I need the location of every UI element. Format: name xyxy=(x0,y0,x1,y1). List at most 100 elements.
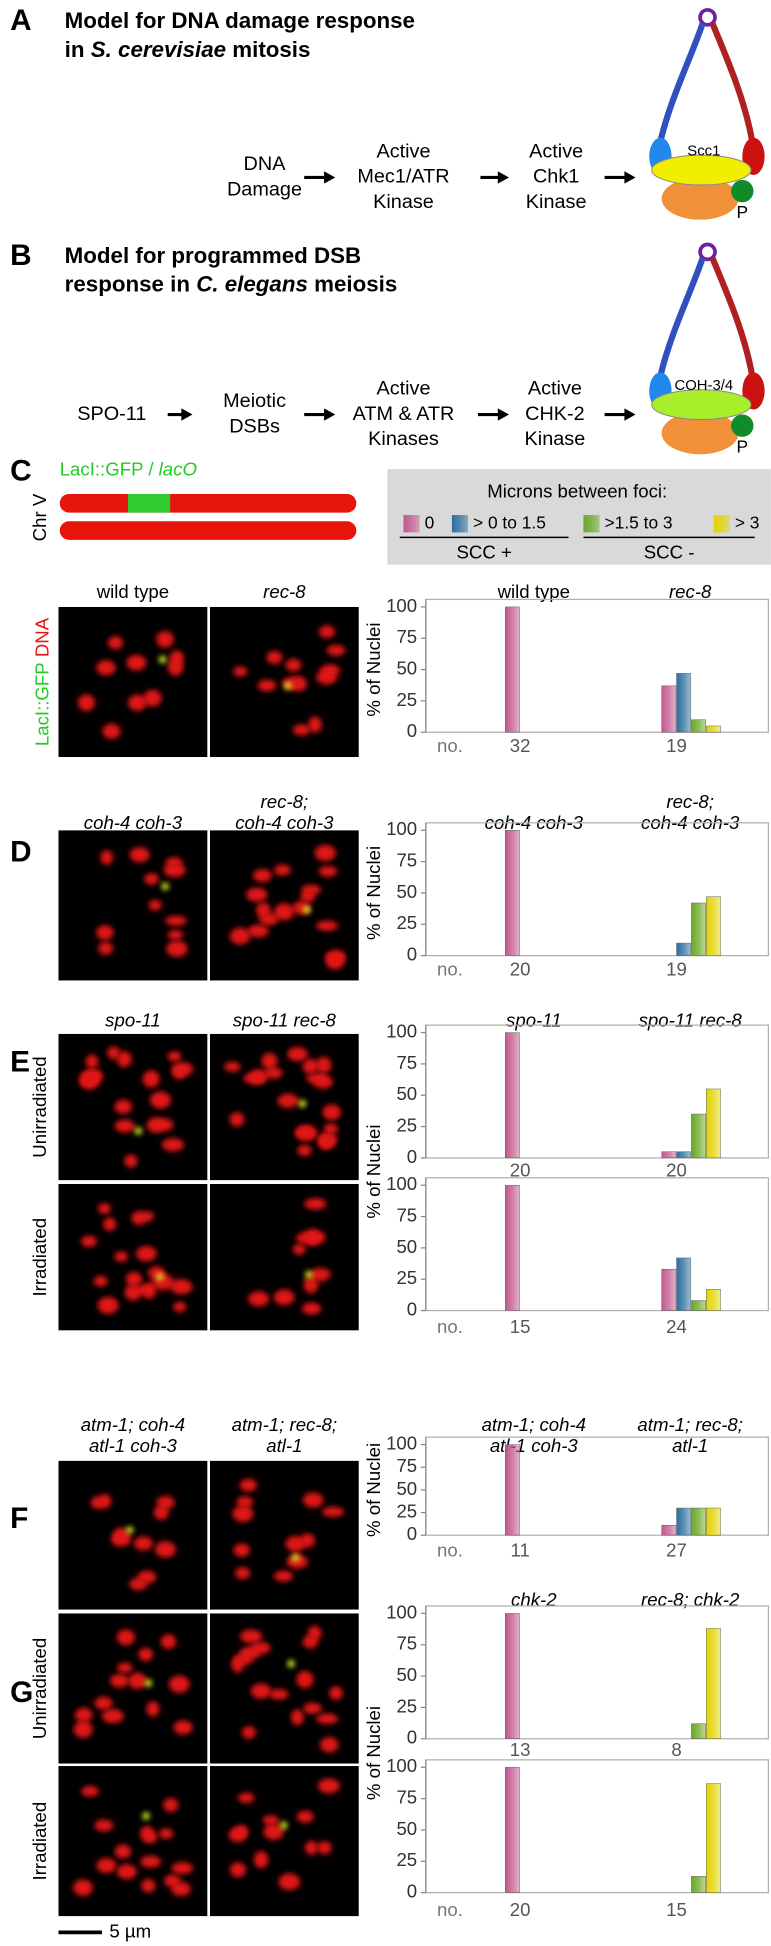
step-label: DSBs xyxy=(229,415,280,437)
category-label: atl-1 xyxy=(672,1435,708,1456)
nucleus xyxy=(250,1683,272,1699)
image-label: rec-8; chk-2 xyxy=(235,1589,334,1610)
nucleus xyxy=(158,1828,174,1839)
gfp-focus xyxy=(280,1821,288,1830)
bar xyxy=(505,1767,520,1893)
nucleus xyxy=(301,1302,322,1315)
image-label: rec-8 xyxy=(263,581,306,602)
nucleus xyxy=(318,1134,334,1150)
category-label: atm-1; rec-8; xyxy=(637,1414,742,1435)
micrograph xyxy=(209,1033,359,1181)
nucleus xyxy=(228,1827,247,1843)
nucleus xyxy=(253,868,273,883)
gfp-focus xyxy=(144,1679,153,1687)
nucleus xyxy=(321,1506,345,1517)
bar xyxy=(691,902,706,956)
micrograph xyxy=(209,1183,359,1331)
bar xyxy=(661,1524,677,1536)
micrograph xyxy=(58,1033,208,1181)
bar xyxy=(661,1268,677,1311)
n-value: 15 xyxy=(510,1316,531,1337)
image-label: atm-1; coh-4 xyxy=(81,1414,185,1435)
nucleus xyxy=(278,1873,301,1891)
plot-frame xyxy=(425,598,769,733)
nucleus xyxy=(319,1737,339,1753)
gfp-focus xyxy=(125,1526,134,1534)
n-label: no. xyxy=(437,1539,463,1560)
nucleus xyxy=(229,927,251,945)
y-tick-label: 75 xyxy=(396,1204,417,1225)
nucleus xyxy=(85,1054,99,1069)
legend-label: > 3 xyxy=(735,512,760,532)
nucleus xyxy=(136,1246,157,1262)
y-tick-label: 0 xyxy=(407,1298,417,1319)
nucleus xyxy=(114,1844,132,1859)
micrograph xyxy=(58,830,208,981)
panel-letter: G xyxy=(10,1676,33,1709)
nucleus xyxy=(238,1792,255,1804)
nucleus xyxy=(263,1823,284,1840)
nucleus xyxy=(94,1696,113,1710)
nucleus xyxy=(150,1091,171,1109)
nucleus xyxy=(246,887,268,902)
image-label: chk-2 xyxy=(110,1589,156,1610)
nucleus xyxy=(138,1647,154,1662)
step-label: DNA xyxy=(244,153,287,175)
image-label: coh-4 coh-3 xyxy=(84,812,183,833)
nucleus xyxy=(257,679,277,692)
nucleus xyxy=(289,676,308,692)
y-tick-label: 0 xyxy=(407,944,417,965)
text-segment: lacO xyxy=(159,458,197,479)
image-label: atl-1 coh-3 xyxy=(89,1435,178,1456)
nucleus xyxy=(239,1478,257,1492)
nucleus xyxy=(296,1127,315,1138)
y-tick-label: 100 xyxy=(386,1755,417,1776)
n-value: 20 xyxy=(510,1899,531,1920)
bar xyxy=(505,1184,520,1311)
y-tick-label: 25 xyxy=(396,1500,417,1521)
nucleus xyxy=(165,915,187,926)
nucleus xyxy=(166,940,188,958)
nucleus xyxy=(79,1070,102,1086)
bar xyxy=(676,673,692,733)
legend-label: > 0 to 1.5 xyxy=(473,512,546,532)
panel-letter: F xyxy=(10,1502,28,1535)
y-tick-label: 50 xyxy=(396,1818,417,1839)
nucleus xyxy=(235,1567,251,1580)
step-label: Kinase xyxy=(525,428,586,450)
bar xyxy=(505,1613,520,1739)
nucleus xyxy=(75,1707,93,1723)
micrograph xyxy=(209,606,359,758)
bar xyxy=(505,1032,520,1159)
nucleus xyxy=(329,1686,343,1700)
step-label: Mec1/ATR xyxy=(357,166,449,188)
nucleus xyxy=(143,689,162,707)
step-label: Active xyxy=(376,377,430,399)
nucleus xyxy=(297,1144,312,1157)
y-tick-label: 100 xyxy=(386,1601,417,1622)
text-segment: meiosis xyxy=(308,271,397,296)
nucleus xyxy=(173,1301,187,1313)
nucleus xyxy=(163,1798,179,1813)
phospho-label: P xyxy=(737,202,749,222)
nucleus xyxy=(169,1675,190,1693)
n-label: no. xyxy=(437,1899,463,1920)
y-tick-label: 0 xyxy=(407,1727,417,1748)
step-label: Kinase xyxy=(373,191,434,213)
nucleus xyxy=(97,1296,119,1314)
image-label: wild type xyxy=(96,581,169,602)
n-label: no. xyxy=(437,958,463,979)
bar xyxy=(691,1300,706,1311)
step-label: Meiotic xyxy=(223,390,286,412)
nucleus xyxy=(277,1093,299,1108)
bar xyxy=(691,1876,706,1893)
category-label: atl-1 coh-3 xyxy=(490,1435,579,1456)
nucleus xyxy=(125,1271,143,1287)
nucleus xyxy=(306,1073,328,1084)
y-tick-label: 50 xyxy=(396,1236,417,1257)
y-tick-label: 0 xyxy=(407,1881,417,1902)
bar xyxy=(706,725,721,733)
gfp-focus xyxy=(305,1271,313,1279)
nucleus xyxy=(308,716,322,733)
micrograph xyxy=(58,1766,208,1917)
